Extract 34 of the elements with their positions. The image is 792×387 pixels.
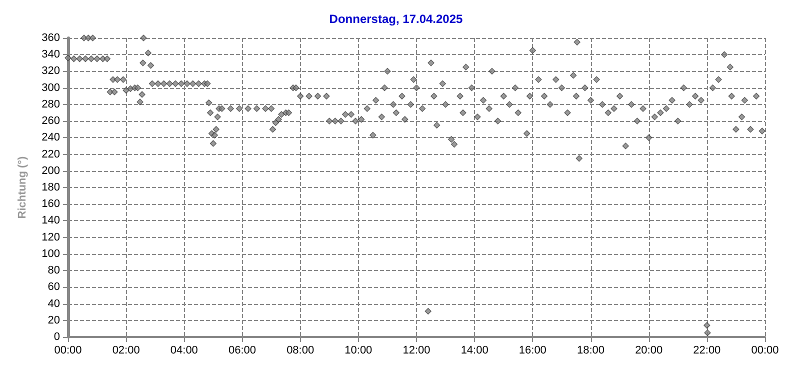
y-tick-label: 320 <box>42 65 60 78</box>
y-tick-label: 140 <box>42 214 60 227</box>
x-tick-label: 12:00 <box>402 344 430 356</box>
x-tick-label: 04:00 <box>170 344 198 356</box>
chart-title: Donnerstag, 17.04.2025 <box>329 12 464 26</box>
x-tick-label: 22:00 <box>693 344 721 356</box>
y-tick-label: 160 <box>42 198 60 210</box>
y-tick-label: 80 <box>48 264 60 277</box>
y-tick-label: 100 <box>42 248 60 260</box>
x-tick-label: 00:00 <box>751 344 779 356</box>
y-tick-label: 200 <box>42 164 60 177</box>
y-tick-label: 0 <box>54 331 60 343</box>
y-tick-label: 240 <box>42 132 60 144</box>
y-axis-title: Richtung (°) <box>16 156 28 219</box>
y-tick-label: 340 <box>42 48 60 61</box>
x-tick-label: 14:00 <box>460 344 488 356</box>
y-tick-label: 220 <box>42 148 60 160</box>
y-tick-label: 40 <box>48 298 60 310</box>
y-tick-label: 60 <box>48 281 60 294</box>
y-tick-label: 360 <box>42 32 60 44</box>
y-tick-label: 180 <box>42 182 60 194</box>
y-tick-label: 20 <box>48 314 60 326</box>
x-tick-label: 18:00 <box>576 344 605 356</box>
x-tick-label: 08:00 <box>286 344 314 356</box>
y-tick-label: 300 <box>42 82 60 94</box>
x-tick-label: 10:00 <box>344 344 372 356</box>
x-tick-label: 00:00 <box>54 344 82 356</box>
x-tick-label: 06:00 <box>228 344 256 356</box>
x-tick-label: 20:00 <box>635 344 663 356</box>
x-tick-label: 02:00 <box>112 344 140 356</box>
x-tick-label: 16:00 <box>518 344 546 356</box>
y-tick-label: 280 <box>42 98 60 110</box>
y-tick-label: 260 <box>42 115 60 128</box>
y-tick-label: 120 <box>42 231 60 244</box>
